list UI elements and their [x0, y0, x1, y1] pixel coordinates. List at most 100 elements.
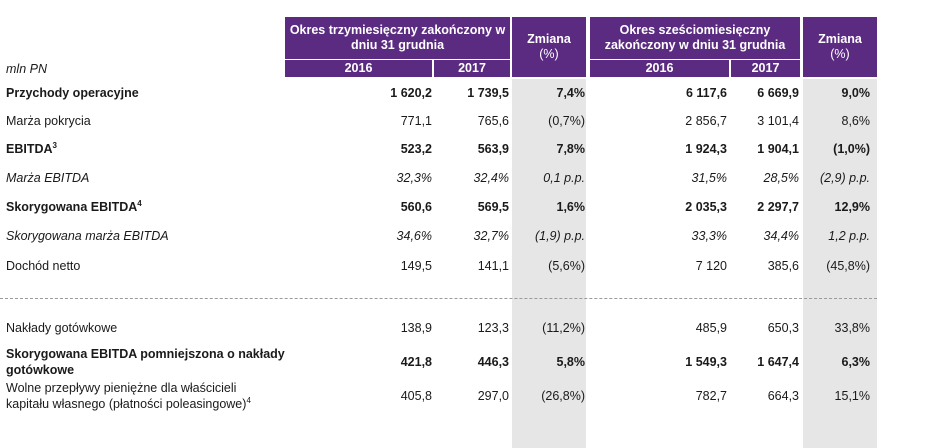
row-label-text: gotówkowe	[6, 363, 75, 377]
cell-v3: 33,3%	[691, 229, 727, 243]
row-label: Dochód netto	[6, 259, 80, 273]
cell-v4: 650,3	[767, 321, 799, 335]
row-label-text: kapitału własnego (płatności poleasingow…	[6, 397, 247, 411]
cell-v1: 149,5	[400, 259, 432, 273]
row-label-line2: gotówkowe	[6, 363, 74, 377]
year-header-2: 2017	[434, 60, 510, 77]
row-label-text: Dochód netto	[6, 259, 81, 273]
cell-v1: 405,8	[400, 389, 432, 403]
footnote-marker: 4	[246, 395, 251, 405]
cell-c2: 9,0%	[841, 86, 871, 100]
cell-v2: 32,7%	[473, 229, 509, 243]
cell-c2: 12,9%	[834, 200, 870, 214]
cell-v4: 385,6	[767, 259, 799, 273]
row-label: Wolne przepływy pieniężne dla właściciel…	[6, 381, 236, 395]
change1-label: Zmiana	[527, 32, 571, 46]
cell-v2: 141,1	[477, 259, 509, 273]
cell-v3: 782,7	[695, 389, 727, 403]
row-label: Marża pokrycia	[6, 114, 91, 128]
cell-v1: 34,6%	[396, 229, 432, 243]
cell-c1: 7,8%	[556, 142, 586, 156]
cell-v3: 2 035,3	[685, 200, 727, 214]
cell-v1: 138,9	[400, 321, 432, 335]
change1-header: Zmiana (%)	[512, 17, 586, 77]
change2-column-bg	[803, 79, 877, 448]
cell-v3: 6 117,6	[685, 86, 727, 100]
change2-sub: (%)	[830, 47, 850, 61]
cell-v2: 32,4%	[473, 171, 509, 185]
cell-v2: 123,3	[477, 321, 509, 335]
section-divider	[0, 298, 877, 299]
cell-c1: (1,9) p.p.	[534, 229, 585, 243]
cell-v4: 1 647,4	[757, 355, 799, 369]
cell-v1: 771,1	[400, 114, 432, 128]
cell-c2: 15,1%	[834, 389, 870, 403]
row-label-text: Wolne przepływy pieniężne dla właściciel…	[6, 381, 237, 395]
group1-title: Okres trzymiesięczny zakończony w dniu 3…	[289, 23, 506, 52]
row-label-text: Marża pokrycia	[6, 114, 91, 128]
cell-v4: 28,5%	[763, 171, 799, 185]
year-header-4: 2017	[731, 60, 800, 77]
group2-title: Okres sześciomiesięczny zakończony w dni…	[604, 23, 786, 52]
unit-label: mln PN	[6, 62, 47, 76]
year-label: 2017	[458, 61, 486, 75]
change2-header: Zmiana (%)	[803, 17, 877, 77]
row-label: Skorygowana marża EBITDA	[6, 229, 169, 243]
year-header-1: 2016	[285, 60, 432, 77]
cell-v2: 569,5	[477, 200, 509, 214]
row-label: Skorygowana EBITDA4	[6, 198, 142, 214]
cell-c2: (2,9) p.p.	[819, 171, 870, 185]
cell-v4: 2 297,7	[757, 200, 799, 214]
row-label-text: Skorygowana marża EBITDA	[6, 229, 169, 243]
cell-v2: 563,9	[477, 142, 509, 156]
cell-v1: 1 620,2	[390, 86, 432, 100]
cell-c2: 33,8%	[834, 321, 870, 335]
cell-v4: 3 101,4	[757, 114, 799, 128]
group2-header: Okres sześciomiesięczny zakończony w dni…	[590, 17, 800, 59]
change1-sub: (%)	[539, 47, 559, 61]
cell-v3: 1 924,3	[685, 142, 727, 156]
cell-c2: (1,0%)	[833, 142, 870, 156]
row-label: Nakłady gotówkowe	[6, 321, 117, 335]
row-label: EBITDA3	[6, 140, 57, 156]
cell-c1: (5,6%)	[548, 259, 585, 273]
row-label: Marża EBITDA	[6, 171, 89, 185]
cell-v2: 1 739,5	[467, 86, 509, 100]
cell-c1: 5,8%	[556, 355, 586, 369]
row-label: Przychody operacyjne	[6, 86, 139, 100]
year-label: 2016	[344, 61, 373, 75]
change2-label: Zmiana	[818, 32, 862, 46]
change1-column-bg	[512, 79, 586, 448]
cell-c1: 7,4%	[556, 86, 586, 100]
cell-c1: (26,8%)	[541, 389, 585, 403]
cell-v3: 7 120	[695, 259, 727, 273]
row-label: Skorygowana EBITDA pomniejszona o nakład…	[6, 347, 285, 361]
cell-v3: 1 549,3	[685, 355, 727, 369]
cell-c2: (45,8%)	[826, 259, 870, 273]
footnote-marker: 3	[52, 140, 57, 150]
cell-c1: (0,7%)	[548, 114, 585, 128]
cell-v1: 560,6	[400, 200, 432, 214]
cell-c1: 0,1 p.p.	[543, 171, 585, 185]
cell-v4: 34,4%	[763, 229, 799, 243]
year-label: 2017	[751, 61, 780, 75]
group1-header: Okres trzymiesięczny zakończony w dniu 3…	[285, 17, 510, 59]
cell-v2: 765,6	[477, 114, 509, 128]
cell-c2: 6,3%	[841, 355, 871, 369]
cell-c1: 1,6%	[556, 200, 586, 214]
footnote-marker: 4	[137, 198, 142, 208]
row-label-text: Marża EBITDA	[6, 171, 90, 185]
row-label-text: Skorygowana EBITDA pomniejszona o nakład…	[6, 347, 285, 361]
cell-v2: 297,0	[477, 389, 509, 403]
cell-v1: 32,3%	[396, 171, 432, 185]
cell-v2: 446,3	[477, 355, 509, 369]
cell-c2: 1,2 p.p.	[828, 229, 870, 243]
year-header-3: 2016	[590, 60, 729, 77]
cell-v3: 485,9	[695, 321, 727, 335]
row-label-text: Przychody operacyjne	[6, 86, 139, 100]
cell-v4: 1 904,1	[757, 142, 799, 156]
cell-v1: 523,2	[400, 142, 432, 156]
year-label: 2016	[645, 61, 674, 75]
row-label-text: Skorygowana EBITDA	[6, 200, 138, 214]
cell-v3: 2 856,7	[685, 114, 727, 128]
